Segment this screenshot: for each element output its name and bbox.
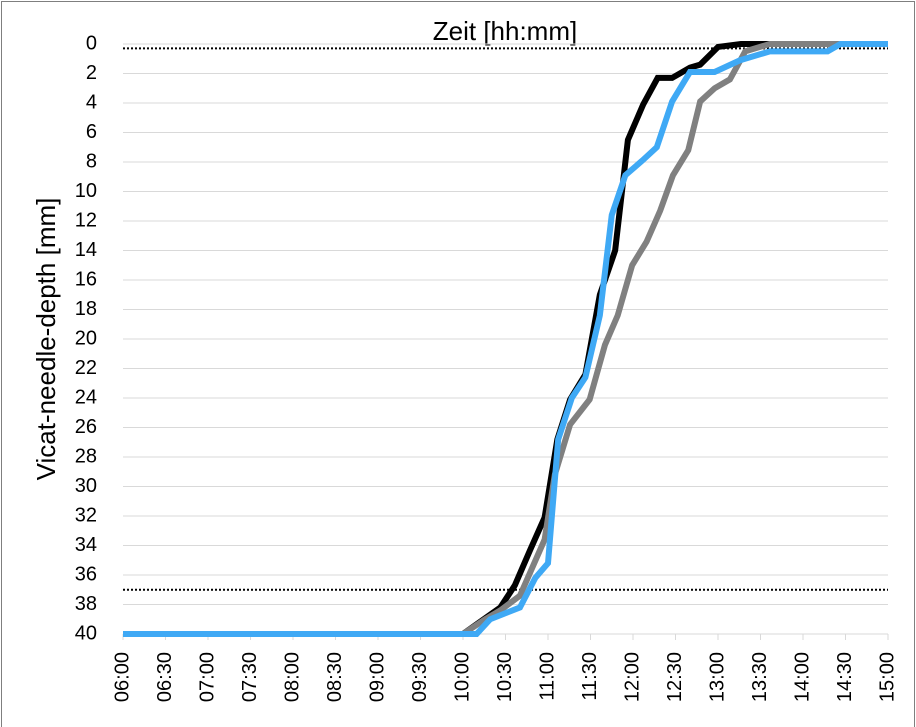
chart-title: Zeit [hh:mm] [433, 16, 577, 46]
y-tick-label: 40 [75, 622, 97, 644]
x-tick-label: 12:30 [664, 652, 686, 702]
y-tick-label: 18 [75, 298, 97, 320]
y-tick-label: 34 [75, 534, 97, 556]
y-tick-label: 4 [86, 91, 97, 113]
y-tick-label: 36 [75, 563, 97, 585]
x-tick-label: 08:00 [281, 652, 303, 702]
x-tick-label: 13:00 [706, 652, 728, 702]
x-tick-label: 09:30 [409, 652, 431, 702]
x-tick-label: 14:30 [834, 652, 856, 702]
x-tick-label: 09:00 [366, 652, 388, 702]
series-line [123, 41, 888, 637]
x-tick-label: 07:30 [239, 652, 261, 702]
x-tick-label: 07:00 [196, 652, 218, 702]
y-tick-label: 32 [75, 504, 97, 526]
y-tick-label: 24 [75, 386, 97, 408]
y-tick-label: 26 [75, 416, 97, 438]
y-axis-label: Vicat-needle-depth [mm] [31, 198, 61, 481]
x-tick-label: 13:30 [749, 652, 771, 702]
y-tick-label: 2 [86, 62, 97, 84]
y-tick-label: 28 [75, 445, 97, 467]
x-tick-label: 11:30 [579, 652, 601, 701]
y-tick-label: 0 [86, 32, 97, 54]
x-tick-label: 15:00 [876, 652, 898, 702]
y-tick-label: 6 [86, 121, 97, 143]
x-tick-label: 06:30 [154, 652, 176, 702]
x-tick-label: 14:00 [791, 652, 813, 702]
series-line [123, 41, 888, 637]
x-tick-label: 11:00 [536, 652, 558, 701]
x-tick-label: 10:00 [451, 652, 473, 702]
y-tick-label: 14 [75, 239, 97, 261]
x-tick-label: 06:00 [111, 652, 133, 702]
y-tick-label: 8 [86, 150, 97, 172]
x-tick-label: 10:30 [494, 652, 516, 702]
x-tick-label: 08:30 [324, 652, 346, 702]
y-tick-label: 30 [75, 475, 97, 497]
y-tick-label: 16 [75, 268, 97, 290]
y-tick-label: 38 [75, 593, 97, 615]
y-tick-label: 22 [75, 357, 97, 379]
y-tick-label: 20 [75, 327, 97, 349]
y-tick-label: 10 [75, 180, 97, 202]
y-tick-label: 12 [75, 209, 97, 231]
x-tick-label: 12:00 [621, 652, 643, 702]
